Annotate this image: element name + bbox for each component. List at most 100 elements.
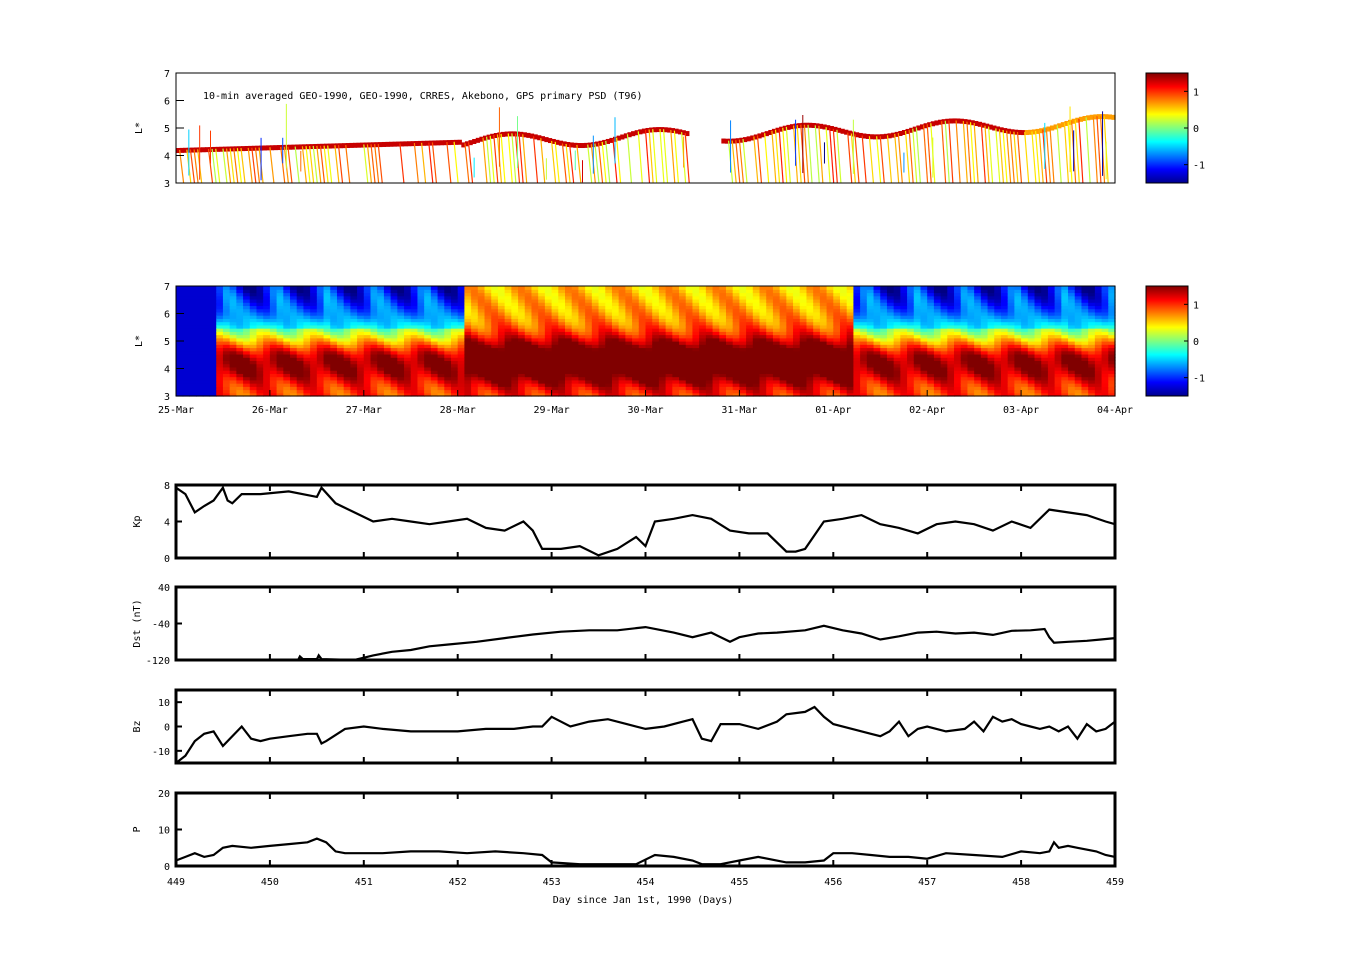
psd-model-cell — [417, 366, 425, 371]
psd-model-cell — [196, 321, 204, 326]
psd-model-cell — [276, 370, 284, 374]
psd-model-cell — [196, 383, 204, 387]
psd-model-cell — [860, 298, 868, 303]
psd-model-cell — [1047, 302, 1056, 307]
psd-model-cell — [806, 321, 814, 326]
psd-model-cell — [397, 392, 405, 397]
psd-model-cell — [571, 373, 580, 378]
psd-model-cell — [1014, 376, 1022, 381]
psd-model-cell — [739, 389, 747, 394]
psd-model-cell — [578, 318, 586, 323]
psd-model-cell — [558, 311, 566, 316]
psd-model-cell — [591, 302, 600, 307]
psd-model-cell — [1041, 341, 1049, 345]
psd-model-cell — [370, 373, 378, 378]
psd-model-cell — [853, 302, 861, 307]
psd-obs-streak — [616, 137, 622, 184]
psd-model-cell — [806, 360, 814, 365]
psd-model-cell — [806, 363, 814, 368]
psd-model-cell — [786, 298, 794, 303]
psd-model-cell — [712, 315, 720, 319]
psd-model-cell — [793, 392, 801, 397]
psd-model-cell — [350, 331, 358, 336]
psd-model-cell — [585, 311, 593, 316]
psd-model-cell — [249, 289, 258, 294]
psd-model-cell — [1054, 366, 1062, 371]
psd-model-cell — [236, 289, 244, 294]
psd-model-cell — [893, 379, 901, 384]
psd-model-cell — [886, 308, 895, 313]
psd-model-cell — [424, 389, 432, 394]
psd-model-cell — [477, 373, 486, 378]
psd-model-cell — [471, 308, 479, 313]
psd-model-cell — [658, 302, 667, 307]
psd-model-cell — [746, 386, 754, 391]
psd-model-cell — [793, 328, 801, 332]
psd-model-cell — [886, 357, 895, 362]
psd-model-cell — [840, 373, 848, 378]
psd-model-cell — [417, 295, 425, 300]
psd-model-cell — [269, 392, 278, 397]
psd-model-cell — [893, 389, 901, 394]
psd-model-cell — [477, 347, 486, 352]
psd-model-cell — [772, 383, 781, 387]
psd-model-cell — [565, 373, 573, 378]
psd-model-cell — [1027, 334, 1036, 339]
psd-model-cell — [591, 357, 600, 362]
psd-model-cell — [310, 308, 318, 313]
psd-model-cell — [746, 334, 754, 339]
psd-model-cell — [699, 379, 707, 384]
psd-model-cell — [383, 363, 392, 368]
psd-model-cell — [719, 350, 727, 355]
psd-model-cell — [404, 286, 412, 290]
psd-model-cell — [343, 386, 351, 391]
psd-model-cell — [705, 389, 714, 394]
psd-model-cell — [860, 370, 868, 374]
psd-model-cell — [377, 315, 385, 319]
psd-obs-cell — [609, 137, 614, 143]
psd-model-cell — [222, 363, 231, 368]
psd-model-cell — [1014, 321, 1022, 326]
psd-model-cell — [444, 298, 452, 303]
psd-model-cell — [779, 357, 787, 362]
psd-model-cell — [772, 389, 781, 394]
psd-model-cell — [665, 324, 673, 329]
psd-model-cell — [323, 308, 331, 313]
psd-model-cell — [551, 324, 559, 329]
psd-model-cell — [229, 292, 237, 297]
psd-model-cell — [766, 357, 774, 362]
psd-model-cell — [954, 337, 962, 342]
psd-model-cell — [202, 308, 211, 313]
psd-model-cell — [772, 366, 781, 371]
psd-model-cell — [766, 289, 774, 294]
psd-model-cell — [712, 311, 720, 316]
psd-model-cell — [182, 379, 191, 384]
psd-model-cell — [249, 337, 258, 342]
psd-model-cell — [786, 370, 794, 374]
psd-obs-cell — [464, 141, 470, 147]
psd-model-cell — [176, 328, 184, 332]
psd-model-cell — [900, 357, 908, 362]
psd-model-cell — [430, 379, 439, 384]
psd-model-cell — [330, 324, 338, 329]
psd-model-cell — [987, 324, 995, 329]
psd-model-cell — [1041, 295, 1049, 300]
psd-model-cell — [933, 308, 942, 313]
psd-model-cell — [793, 311, 801, 316]
psd-model-cell — [1047, 363, 1056, 368]
psd-model-cell — [866, 344, 875, 349]
psd-model-cell — [383, 357, 392, 362]
psd-model-cell — [1007, 334, 1015, 339]
psd-obs-cell — [417, 140, 423, 146]
psd-model-cell — [947, 357, 955, 362]
psd-model-cell — [196, 373, 204, 378]
psd-model-cell — [886, 350, 895, 355]
psd-model-cell — [202, 392, 211, 397]
psd-model-cell — [357, 344, 365, 349]
psd-model-cell — [725, 328, 734, 332]
psd-obs-streak — [756, 135, 763, 184]
psd-model-cell — [397, 308, 405, 313]
psd-model-cell — [229, 353, 237, 358]
psd-model-cell — [732, 373, 740, 378]
psd-model-cell — [276, 350, 284, 355]
